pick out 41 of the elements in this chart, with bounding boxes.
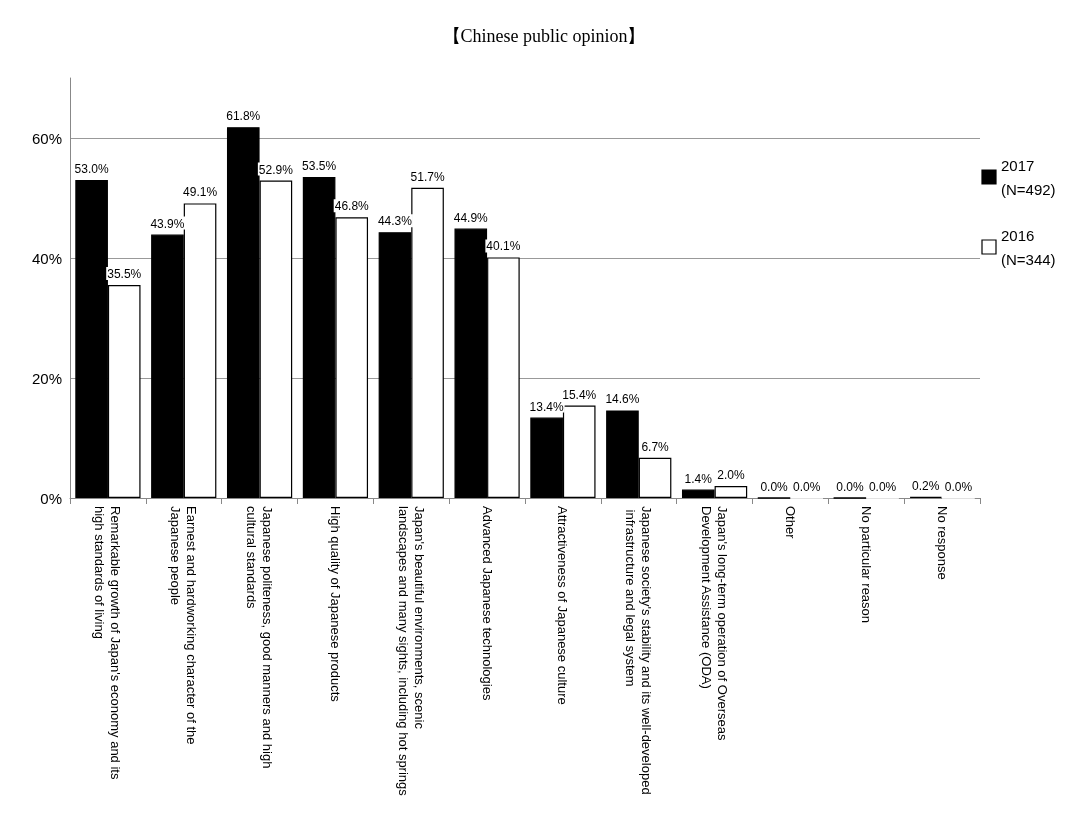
- data-label: 0.0%: [760, 479, 789, 494]
- x-tick-label: Remarkable growth of Japan's economy and its high standards of living: [92, 506, 124, 784]
- data-label: 51.7%: [410, 169, 445, 184]
- data-label: 14.6%: [605, 392, 640, 407]
- data-label: 61.8%: [226, 109, 261, 124]
- data-label: 52.9%: [258, 162, 294, 177]
- y-tick-label: 20%: [31, 369, 62, 387]
- data-label: 0.2%: [912, 478, 940, 493]
- x-tick-label: No response: [934, 506, 950, 580]
- x-tick-label: Japanese politeness, good manners and high cultural standards: [244, 506, 276, 772]
- data-label: 46.8%: [334, 199, 370, 214]
- x-tick-label: Attractiveness of Japanese culture: [555, 506, 571, 705]
- x-tick-label: Advanced Japanese technologies: [479, 506, 495, 701]
- chart-title: 【Chinese public opinion】: [442, 26, 646, 46]
- data-label: 0.0%: [868, 479, 897, 494]
- x-tick-label: Japanese society's stability and its well-developed infrastructure and legal system: [623, 506, 655, 795]
- data-label: 43.9%: [150, 216, 185, 231]
- data-label: 44.3%: [377, 214, 413, 229]
- data-label: 13.4%: [529, 399, 564, 414]
- x-tick-label: Other: [782, 506, 798, 540]
- data-label: 6.7%: [641, 439, 670, 454]
- data-label: 40.1%: [486, 239, 521, 254]
- data-label: 49.1%: [183, 185, 218, 200]
- y-tick-label: 40%: [31, 249, 62, 267]
- y-tick-label: 0%: [40, 489, 62, 507]
- legend-label: 2017 (N=492): [1001, 156, 1056, 198]
- data-label: 0.0%: [944, 479, 973, 494]
- data-label: 15.4%: [562, 387, 597, 402]
- x-tick-label: Japan's long-term operation of Overseas Development Assistance (ODA): [699, 506, 731, 745]
- data-label: 1.4%: [684, 471, 713, 486]
- data-label: 53.0%: [74, 162, 109, 176]
- data-label: 2.0%: [717, 468, 745, 482]
- data-label: 44.9%: [453, 210, 489, 225]
- legend-label: 2016 (N=344): [1001, 226, 1056, 268]
- data-label: 0.0%: [836, 479, 864, 494]
- data-label: 53.5%: [302, 159, 337, 173]
- x-tick-label: High quality of Japanese products: [327, 506, 343, 703]
- data-label: 0.0%: [793, 479, 821, 494]
- x-tick-label: No particular reason: [858, 506, 874, 624]
- data-label: 35.5%: [107, 267, 142, 281]
- y-tick-label: 60%: [31, 129, 62, 147]
